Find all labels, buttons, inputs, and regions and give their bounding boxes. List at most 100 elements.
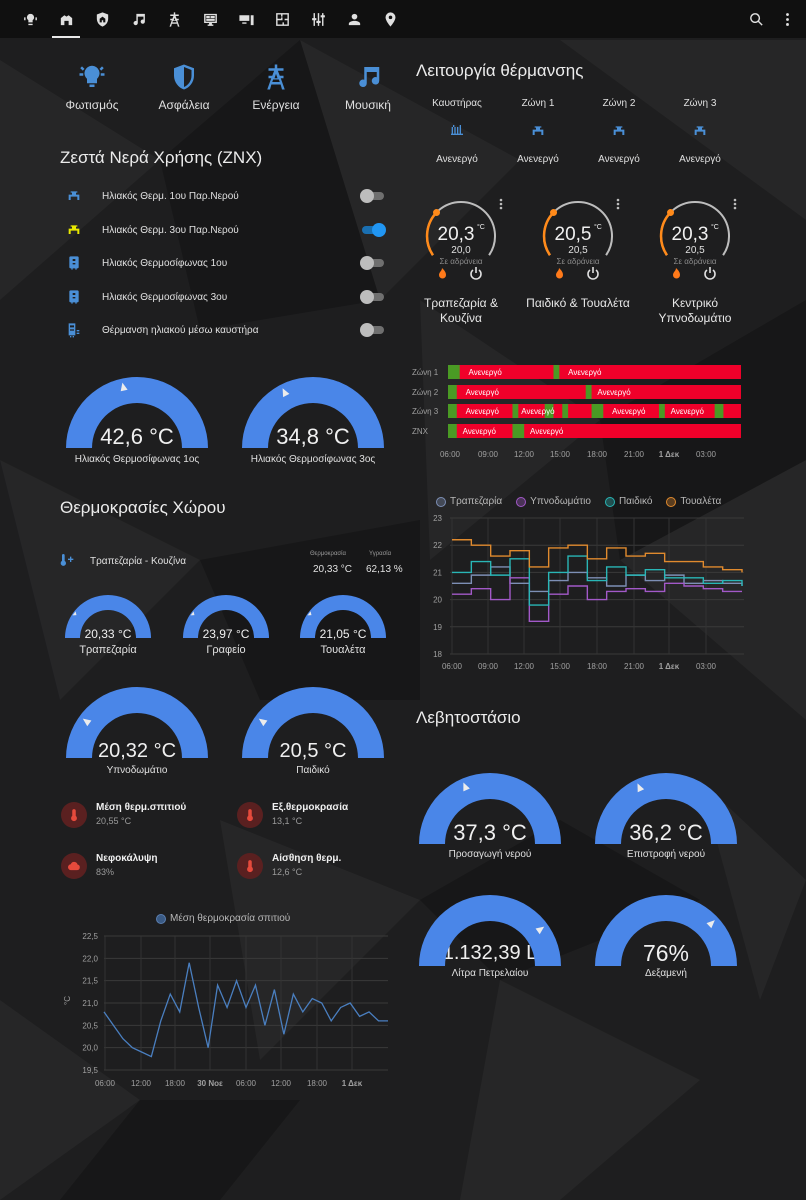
series-line[interactable] <box>103 962 388 1058</box>
fire-icon[interactable] <box>673 268 680 279</box>
quick-security-button[interactable]: Ασφάλεια <box>144 62 224 112</box>
tab-music[interactable] <box>120 0 156 38</box>
quick-music-button[interactable]: Μουσική <box>328 62 408 112</box>
quick-energy-button[interactable]: Ενέργεια <box>236 62 316 112</box>
avg-home-temp-value: 20,55 °C <box>96 816 132 826</box>
timeline-active-segment[interactable] <box>553 365 560 379</box>
legend-swatch <box>604 496 615 507</box>
more-vertical-icon[interactable] <box>616 198 620 210</box>
timeline-tick: 12:00 <box>514 450 535 459</box>
legend-item[interactable]: Τουαλέτα <box>666 496 721 507</box>
tab-security[interactable] <box>84 0 120 38</box>
thermostat-handle[interactable] <box>550 209 558 217</box>
y-tick: 20,0 <box>82 1044 98 1053</box>
znx-row[interactable]: Ηλιακός Θερμ. 3ου Παρ.Νερού <box>66 220 386 240</box>
thermostat-dial[interactable]: 20,3 °C 20,5Σε αδράνεια <box>640 198 750 288</box>
outdoor-temp-tile[interactable]: Εξ.θερμοκρασία 13,1 °C <box>237 802 348 828</box>
series-line[interactable] <box>452 539 743 573</box>
znx-toggle[interactable] <box>360 189 386 203</box>
thermostat-card[interactable]: 20,3 °C 20,5 Σε αδράνεια Κεντρικό Υπνοδωμάτι… <box>640 198 750 328</box>
legend-item-avg[interactable]: Μέση θερμοκρασία σπιτιού <box>156 913 290 924</box>
legend-item[interactable]: Παιδικό <box>604 496 652 507</box>
tab-home[interactable] <box>48 0 84 38</box>
series-line[interactable] <box>452 555 743 606</box>
outdoor-temp-name: Εξ.θερμοκρασία <box>272 802 349 813</box>
timeline-state-label: Ανενεργό <box>597 388 631 397</box>
cloud-cover-tile[interactable]: Νεφοκάλυψη 83% <box>61 853 158 879</box>
timeline-active-segment[interactable] <box>714 404 724 418</box>
thermostat-handle[interactable] <box>433 209 441 217</box>
fire-icon[interactable] <box>556 268 563 279</box>
y-tick: 21,5 <box>82 977 98 986</box>
timeline-active-segment[interactable] <box>562 404 569 418</box>
tab-energy[interactable] <box>156 0 192 38</box>
timeline-row-label: Ζώνη 3 <box>412 407 439 416</box>
supply-gauge <box>419 773 561 844</box>
x-tick: 12:00 <box>131 1079 152 1088</box>
timeline-bar[interactable] <box>448 365 741 379</box>
thermostat-current: 20,3 <box>438 224 475 245</box>
heating-mode-2[interactable]: Ζώνη 1 Ανενεργό <box>503 98 573 165</box>
avg-temp-legend[interactable]: Μέση θερμοκρασία σπιτιού <box>156 913 290 924</box>
timeline-bar[interactable] <box>448 385 741 399</box>
thermostat-dial[interactable]: 20,3 °C 20,0Σε αδράνεια <box>406 198 516 288</box>
timeline-active-segment[interactable] <box>448 385 457 399</box>
quick-lights-button[interactable]: Φωτισμός <box>52 62 132 112</box>
tab-devices[interactable] <box>228 0 264 38</box>
znx-toggle[interactable] <box>360 256 386 270</box>
heating-mode-4[interactable]: Ζώνη 3 Ανενεργό <box>665 98 735 165</box>
znx-row[interactable]: Ηλιακός Θερμ. 1ου Παρ.Νερού <box>66 186 386 206</box>
tab-lights[interactable] <box>12 0 48 38</box>
timeline-active-segment[interactable] <box>658 404 665 418</box>
heating-mode-3[interactable]: Ζώνη 2 Ανενεργό <box>584 98 654 165</box>
more-vertical-icon[interactable] <box>733 198 737 210</box>
heating-mode-1[interactable]: Καυστήρας Ανενεργό <box>422 98 492 165</box>
avg-temp-chart[interactable]: 22,5 22,0 21,5 21,0 20,5 20,0 19,5 °C 06:00 12:00… <box>60 930 400 1095</box>
timeline-active-segment[interactable] <box>448 424 457 438</box>
more-vertical-icon[interactable] <box>779 11 796 28</box>
humidity-value: 62,13 % <box>366 564 403 575</box>
feels-like-tile[interactable]: Αίσθηση θερμ. 12,6 °C <box>237 853 341 879</box>
thermostat-dial[interactable]: 20,5 °C20,5Σε αδράνεια <box>523 198 633 288</box>
timeline-active-segment[interactable] <box>591 404 604 418</box>
tab-floorplan[interactable] <box>264 0 300 38</box>
znx-row[interactable]: Ηλιακός Θερμοσίφωνας 3ου <box>66 287 386 307</box>
tab-settings[interactable] <box>300 0 336 38</box>
znx-row[interactable]: Θέρμανση ηλιακού μέσω καυστήρα <box>66 320 386 340</box>
legend-item[interactable]: Τραπεζαρία <box>436 496 502 507</box>
gauge-needle <box>637 783 645 793</box>
tab-dashboard[interactable] <box>192 0 228 38</box>
zone-timeline-chart[interactable]: Ζώνη 1 Ανενεργό Ανενεργό Ζώνη 2 Ανενεργό Ανεν… <box>412 360 752 460</box>
timeline-active-segment[interactable] <box>512 404 519 418</box>
solar-1-gauge <box>66 377 208 448</box>
power-icon[interactable] <box>470 267 482 280</box>
thermostat-status: Σε αδράνεια <box>440 257 483 266</box>
power-icon[interactable] <box>587 267 599 280</box>
tab-map[interactable] <box>372 0 408 38</box>
y-tick: 19,5 <box>82 1066 98 1075</box>
znx-toggle[interactable] <box>360 223 386 237</box>
znx-row[interactable]: Ηλιακός Θερμοσίφωνας 1ου <box>66 253 386 273</box>
search-icon[interactable] <box>748 11 765 28</box>
timeline-active-segment[interactable] <box>448 404 457 418</box>
timeline-active-segment[interactable] <box>448 365 460 379</box>
thermostat-handle[interactable] <box>667 209 675 217</box>
avg-home-temp-tile[interactable]: Μέση θερμ.σπιτιού 20,55 °C <box>61 802 186 828</box>
thermostat-card[interactable]: 20,3 °C 20,0 Σε αδράνεια Τραπεζαρία & Κουζίν… <box>406 198 516 328</box>
znx-toggle[interactable] <box>360 323 386 337</box>
timeline-active-segment[interactable] <box>544 404 554 418</box>
more-vertical-icon[interactable] <box>499 198 503 210</box>
series-line[interactable] <box>452 577 742 623</box>
timeline-active-segment[interactable] <box>512 424 525 438</box>
room-temp-legend[interactable]: Τραπεζαρία Υπνοδωμάτιο Παιδικό Τουαλέτα <box>436 496 721 507</box>
x-tick: 03:00 <box>696 662 717 671</box>
znx-toggle[interactable] <box>360 290 386 304</box>
gauge-needle <box>120 382 128 392</box>
legend-item[interactable]: Υπνοδωμάτιο <box>516 496 591 507</box>
timeline-active-segment[interactable] <box>585 385 592 399</box>
tab-person[interactable] <box>336 0 372 38</box>
fire-icon[interactable] <box>439 268 446 279</box>
power-icon[interactable] <box>704 267 716 280</box>
thermostat-card[interactable]: 20,5 °C 20,5 Σε αδράνεια Παιδικό & Τουαλέτα <box>523 198 633 328</box>
